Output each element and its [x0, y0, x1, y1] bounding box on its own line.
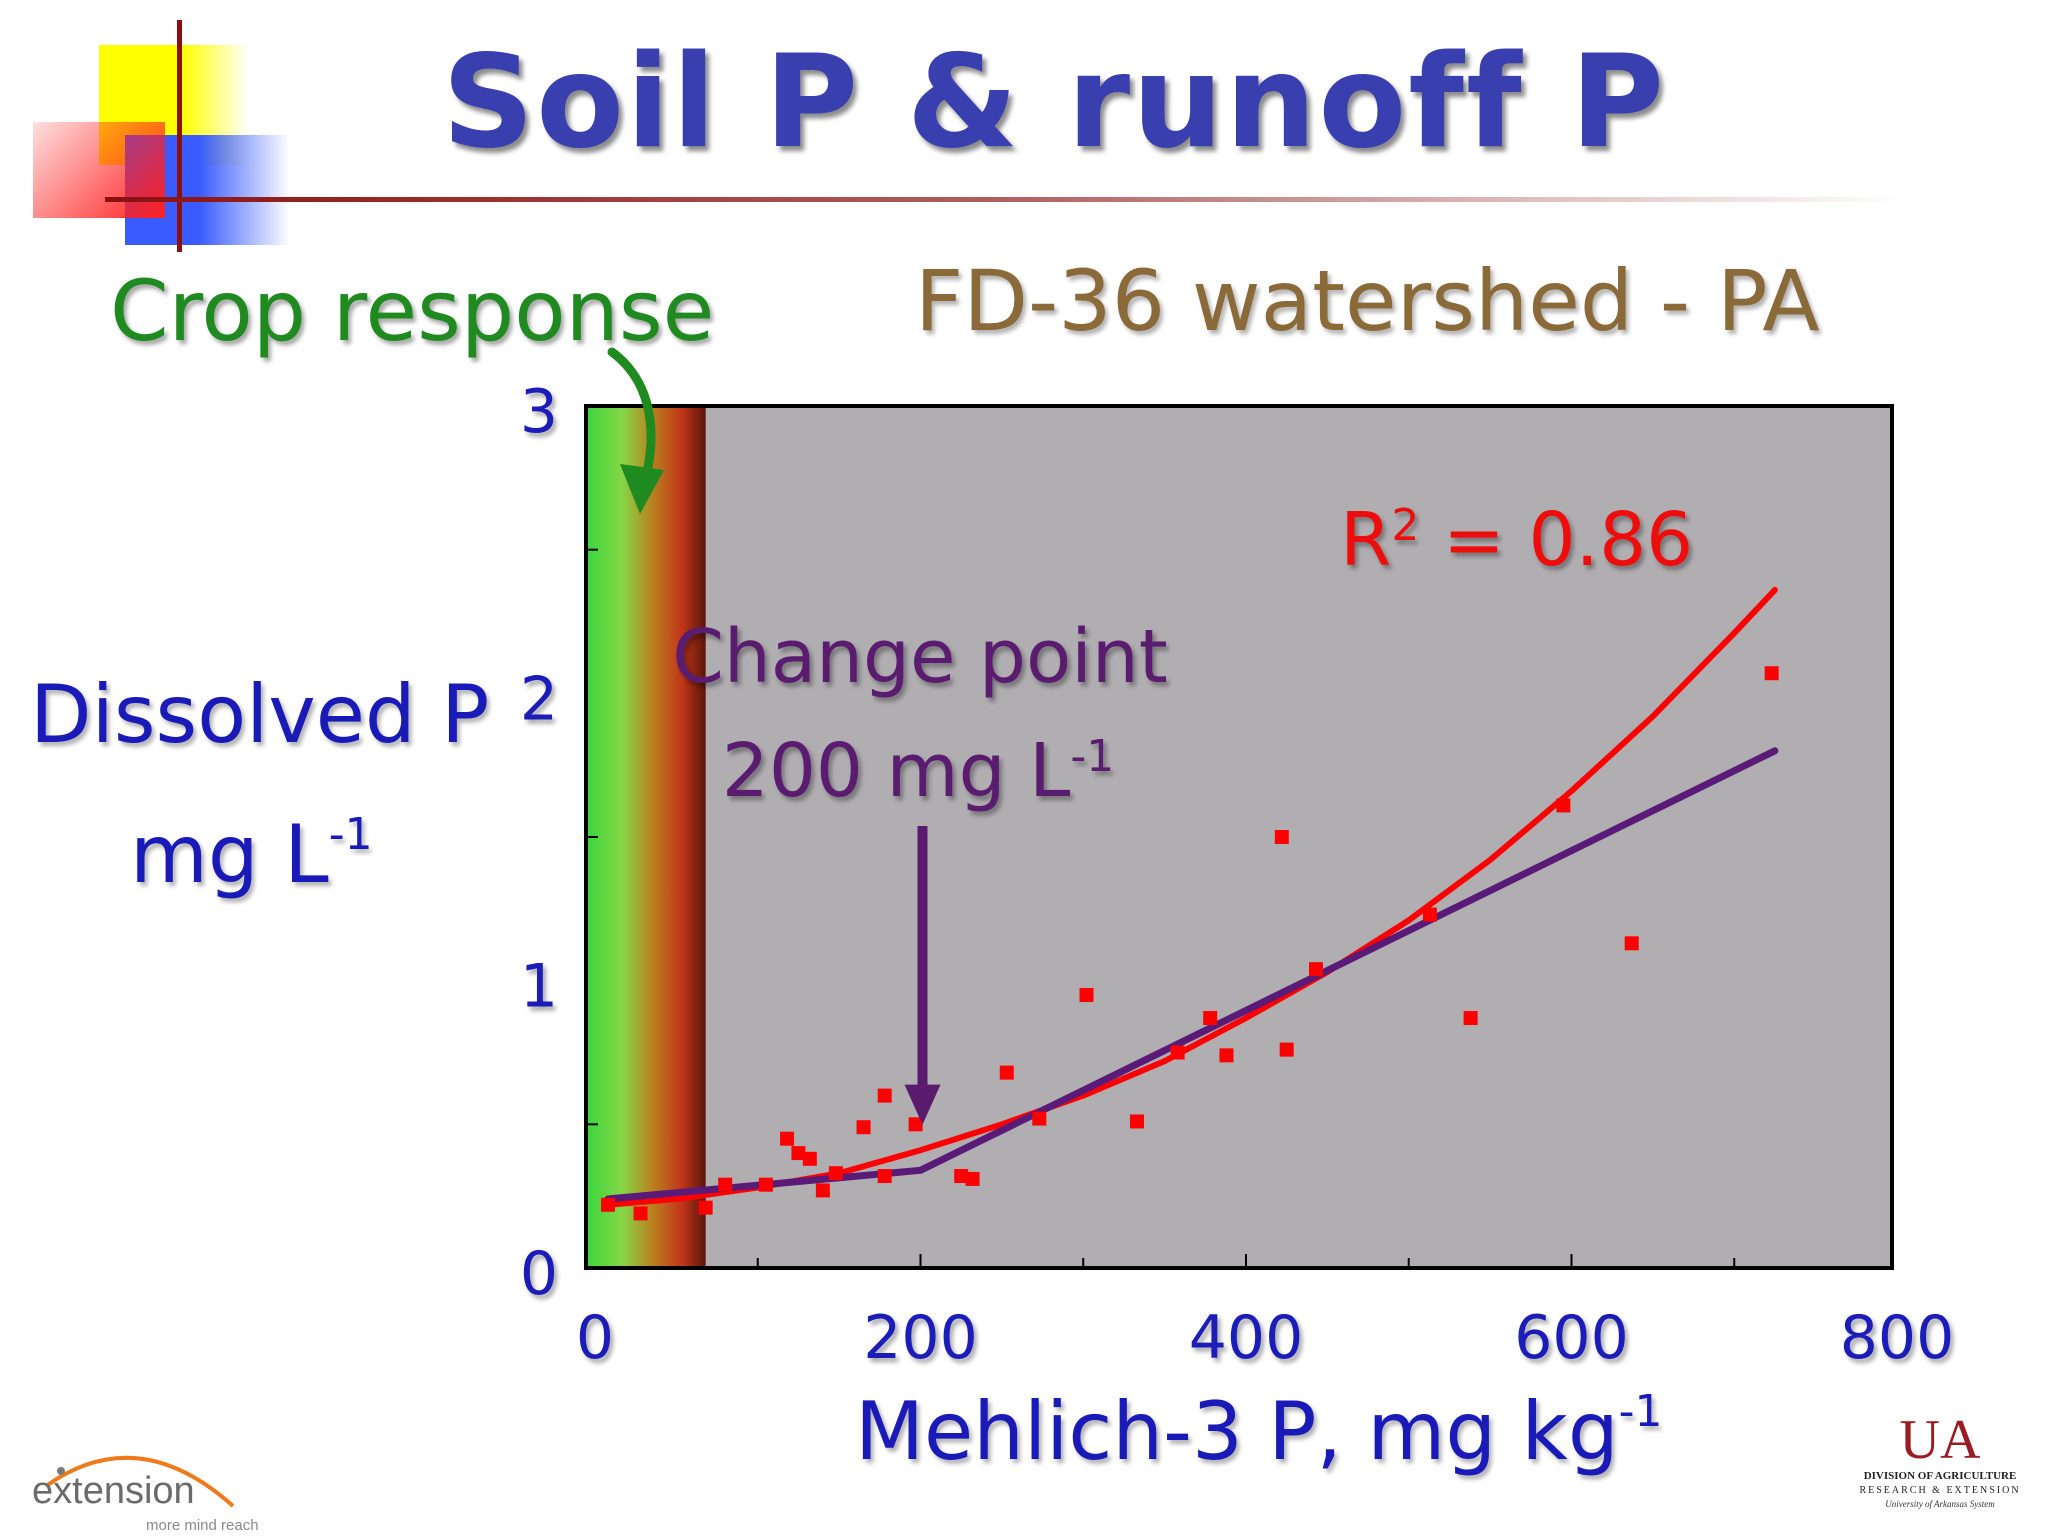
y-axis-label-line1: Dissolved P	[30, 668, 490, 761]
data-point	[965, 1171, 980, 1186]
data-point	[1556, 798, 1571, 813]
ua-logo-mark: UA	[1899, 1409, 1981, 1471]
x-axis-label-exponent: -1	[1618, 1386, 1663, 1437]
data-point	[1274, 830, 1289, 844]
x-tick-label: 800	[1840, 1303, 1955, 1373]
r-squared-value: = 0.86	[1419, 497, 1693, 583]
data-point	[1308, 962, 1323, 977]
data-point	[908, 1117, 923, 1132]
data-point	[718, 1177, 733, 1192]
x-tick-label: 200	[863, 1303, 978, 1373]
y-tick-label: 0	[520, 1239, 558, 1309]
change-point-value: 200 mg L-1	[722, 728, 1114, 814]
x-tick-label: 400	[1189, 1303, 1304, 1373]
data-point	[1129, 1114, 1144, 1129]
data-point	[999, 1065, 1014, 1080]
r-squared-label: R2 = 0.86	[1340, 497, 1693, 583]
crop-response-band	[586, 406, 706, 1268]
x-axis-label-text: Mehlich-3 P, mg kg	[855, 1385, 1619, 1478]
slide-subtitle: FD-36 watershed - PA	[915, 252, 1820, 350]
data-point	[1463, 1011, 1478, 1026]
ua-logo-line2: RESEARCH & EXTENSION	[1859, 1485, 2021, 1496]
data-point	[1422, 907, 1437, 922]
data-point	[698, 1200, 713, 1215]
y-axis-label-exponent: -1	[328, 809, 373, 860]
data-point	[815, 1183, 830, 1198]
r-squared-symbol: R	[1340, 497, 1391, 583]
data-point	[1079, 988, 1094, 1003]
data-point	[1764, 666, 1779, 681]
change-point-unit: 200 mg L	[722, 728, 1071, 814]
y-axis-label-line2: mg L-1	[130, 808, 373, 901]
data-point	[633, 1206, 648, 1221]
data-point	[877, 1088, 892, 1103]
change-point-arrow-head	[904, 1084, 941, 1125]
data-point	[856, 1120, 871, 1135]
data-point	[780, 1131, 795, 1146]
decor-horizontal-line	[105, 197, 1905, 202]
extension-logo-dot	[57, 1467, 65, 1475]
data-point	[601, 1197, 616, 1212]
r-squared-exponent: 2	[1391, 500, 1419, 551]
data-point	[954, 1169, 969, 1184]
slide-title: Soil P & runoff P	[441, 28, 1667, 177]
data-point	[1624, 936, 1639, 951]
decor-vertical-line	[177, 20, 182, 252]
data-point	[1170, 1045, 1185, 1060]
extension-logo-tagline: more mind reach	[146, 1517, 259, 1534]
data-point	[1032, 1111, 1047, 1126]
plot-area	[586, 406, 1892, 1268]
data-point	[1219, 1048, 1234, 1063]
x-axis-label: Mehlich-3 P, mg kg-1	[855, 1385, 1663, 1478]
extension-logo-word: extension	[32, 1470, 195, 1512]
crop-response-label: Crop response	[110, 262, 715, 360]
data-point	[828, 1166, 843, 1181]
x-tick-label: 600	[1514, 1303, 1629, 1373]
data-point	[1279, 1042, 1294, 1057]
x-tick-label: 0	[576, 1303, 614, 1373]
change-point-regression-line	[604, 747, 1779, 1203]
data-point	[802, 1151, 817, 1166]
data-point	[758, 1177, 773, 1192]
change-point-label: Change point	[672, 614, 1168, 700]
extension-logo-arc	[44, 1456, 235, 1508]
change-point-exponent: -1	[1070, 731, 1114, 782]
data-point	[791, 1146, 806, 1161]
crop-response-arrow-head	[620, 464, 664, 514]
decor-red-square	[33, 122, 165, 218]
y-tick-label: 1	[520, 952, 558, 1022]
data-point	[877, 1169, 892, 1184]
ua-logo-line3: University of Arkansas System	[1885, 1499, 1995, 1509]
data-point	[1203, 1011, 1218, 1026]
ua-logo-line1: DIVISION OF AGRICULTURE	[1863, 1470, 2017, 1482]
ua-logo: UA DIVISION OF AGRICULTURE RESEARCH & EX…	[1840, 1410, 2040, 1509]
y-axis-label-unit: mg L	[130, 808, 329, 901]
y-tick-label: 3	[520, 377, 558, 447]
extension-logo: extension more mind reach	[32, 1456, 259, 1534]
y-tick-label: 2	[520, 664, 558, 734]
